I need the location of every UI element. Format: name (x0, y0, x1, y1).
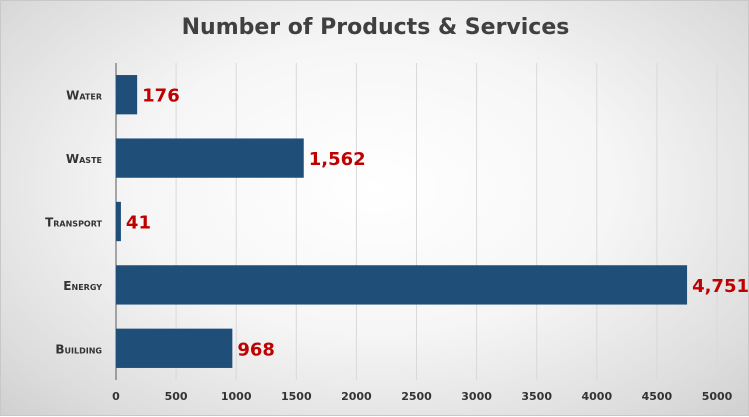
bar-building (116, 328, 233, 368)
x-tick-labels: 0 500 1000 1500 2000 2500 3000 3500 4000 4500 5000 (112, 390, 732, 403)
chart-title: Number of Products & Services (181, 15, 570, 40)
data-label-transport: 41 (126, 213, 151, 234)
x-tick-label: 5000 (702, 390, 733, 403)
bar-water (116, 75, 138, 115)
data-labels: 176 1,562 41 4,751 968 (126, 86, 749, 361)
category-labels: Water Waste Transport Energy Building (45, 89, 102, 357)
x-tick-label: 2000 (341, 390, 372, 403)
category-label-energy: Energy (63, 279, 102, 293)
x-tick-label: 4000 (581, 390, 612, 403)
data-label-waste: 1,562 (309, 149, 366, 170)
data-label-building: 968 (237, 339, 275, 360)
x-tick-label: 500 (165, 390, 188, 403)
category-label-waste: Waste (66, 152, 102, 166)
category-label-building: Building (55, 342, 102, 356)
x-tick-label: 1000 (221, 390, 252, 403)
bars (116, 75, 688, 368)
category-label-transport: Transport (45, 216, 102, 230)
bar-energy (116, 265, 688, 305)
bar-waste (116, 138, 304, 178)
x-tick-label: 3000 (461, 390, 492, 403)
x-tick-label: 1500 (281, 390, 312, 403)
data-label-water: 176 (142, 86, 180, 107)
gridlines (175, 63, 718, 380)
x-tick-label: 2500 (401, 390, 432, 403)
bar-transport (116, 201, 121, 242)
x-tick-label: 3500 (521, 390, 552, 403)
data-label-energy: 4,751 (692, 276, 749, 297)
x-tick-label: 4500 (642, 390, 673, 403)
category-label-water: Water (66, 89, 102, 103)
x-tick-label: 0 (112, 390, 120, 403)
